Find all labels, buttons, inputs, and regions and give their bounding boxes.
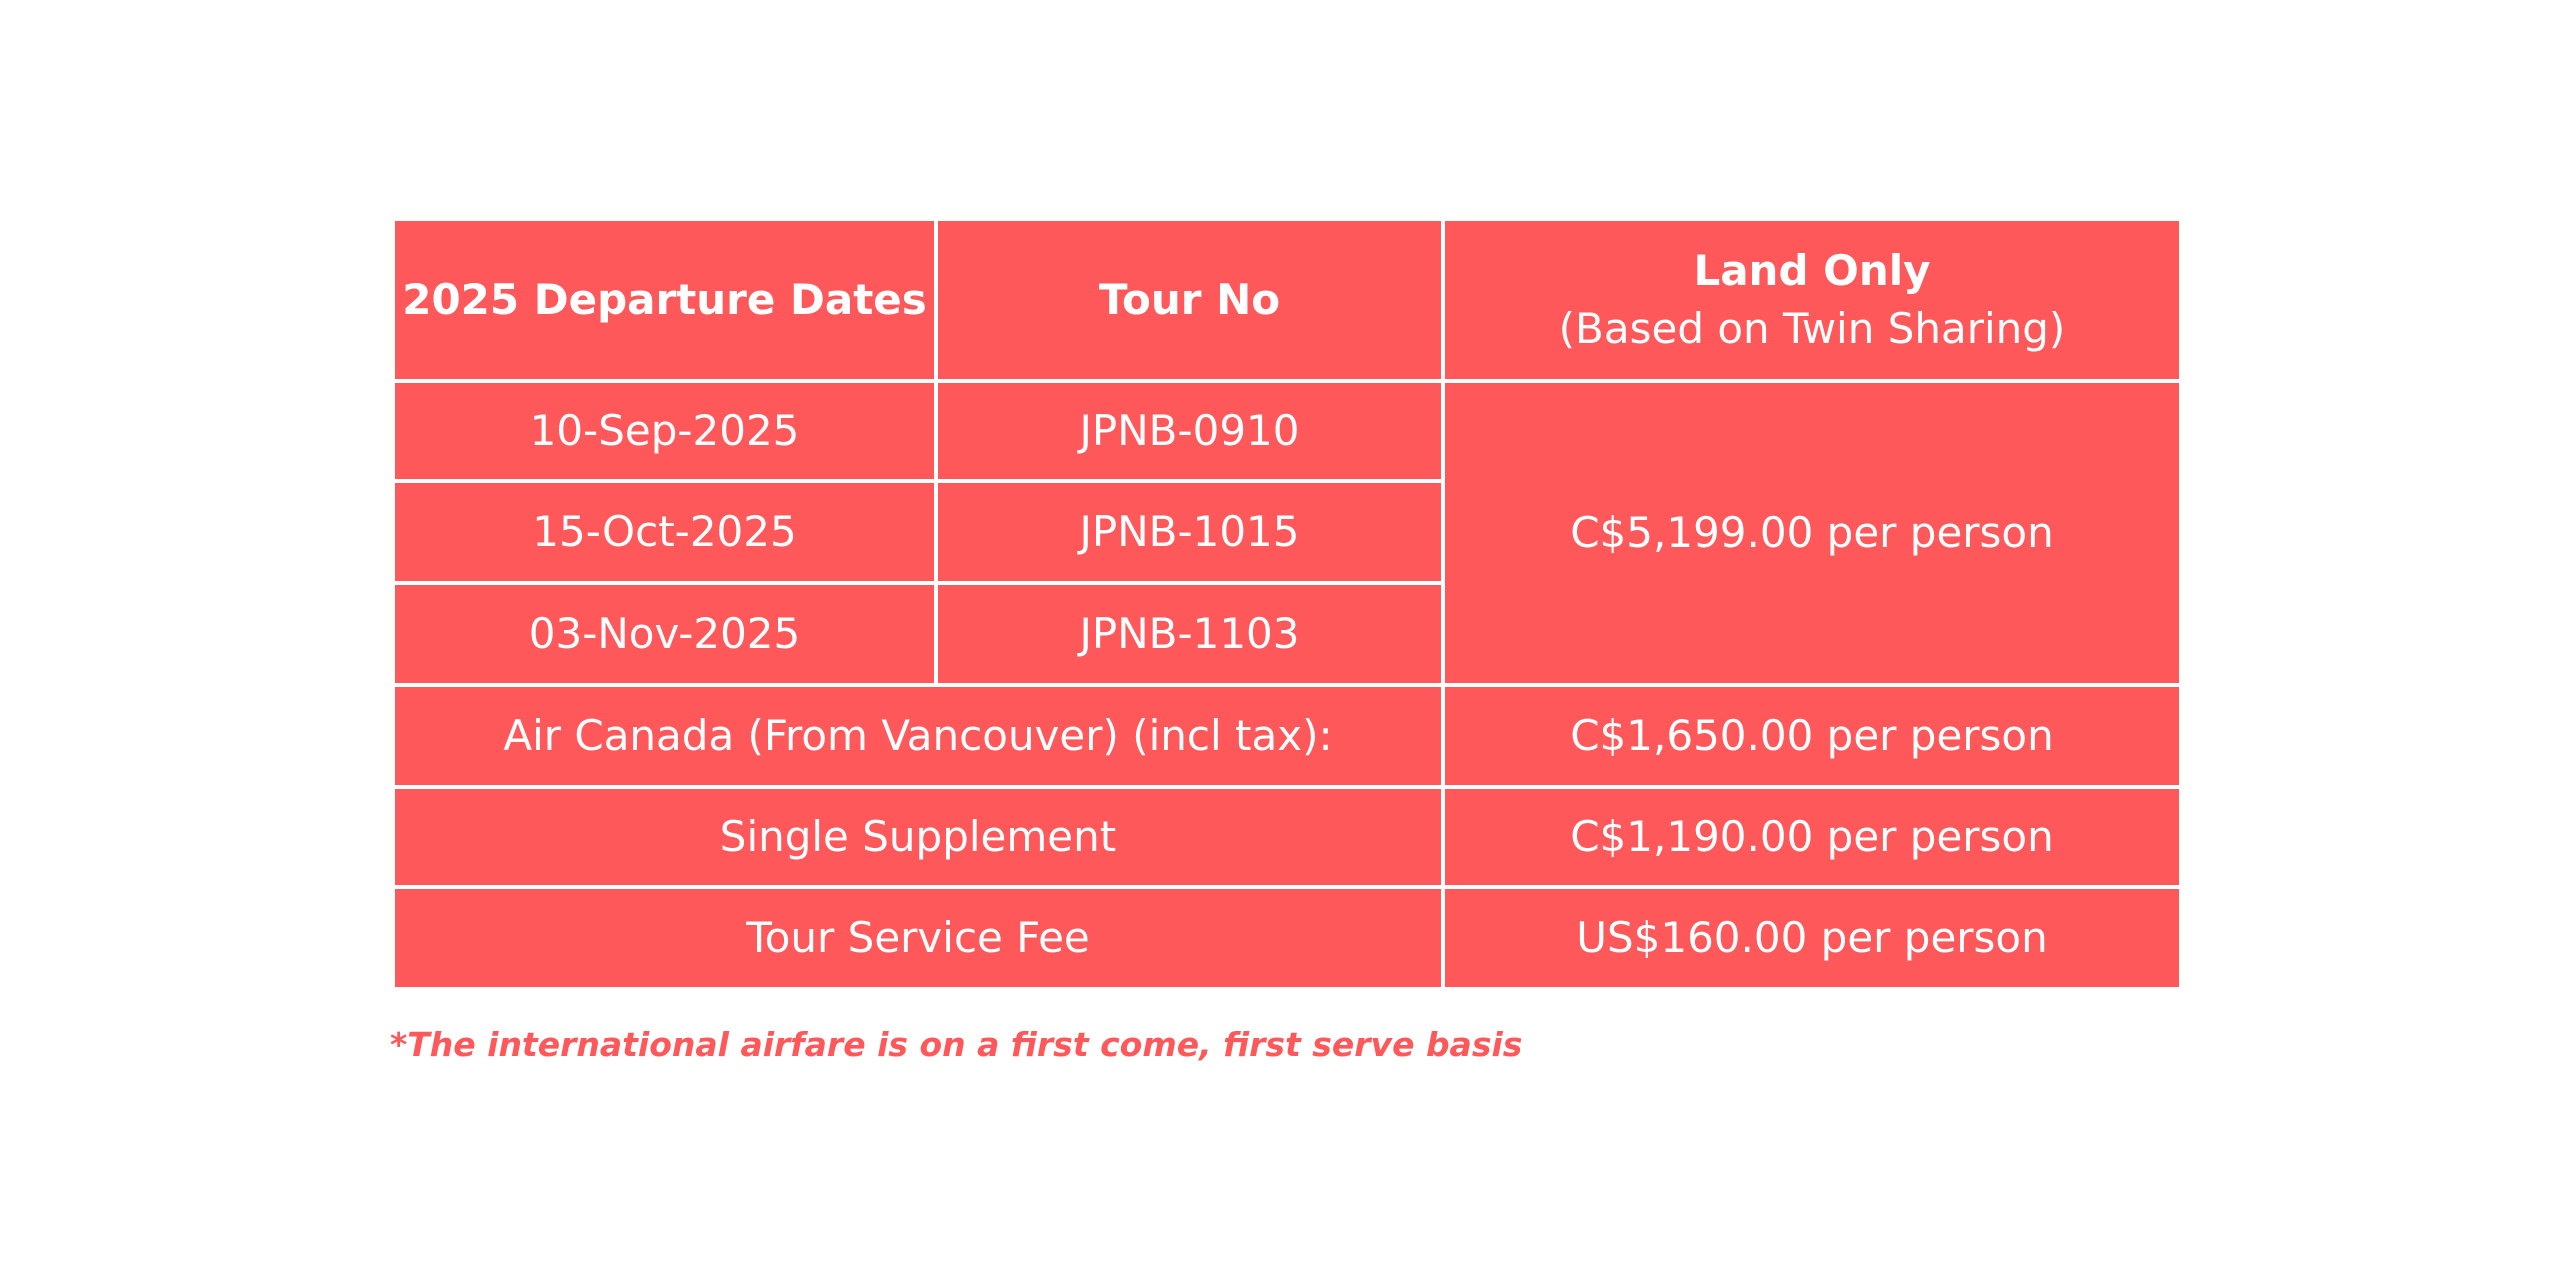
extra-price-tour-service-fee: US$160.00 per person [1441,885,2183,991]
tour-number: JPNB-0910 [934,379,1445,483]
header-departure-dates: 2025 Departure Dates [391,217,938,383]
extra-label-air-canada: Air Canada (From Vancouver) (incl tax): [391,683,1445,789]
header-land-only-title: Land Only [1693,246,1931,295]
header-land-only-subtitle: (Based on Twin Sharing) [1558,304,2066,353]
table-row: 15-Oct-2025 JPNB-1015 [391,479,2181,585]
extra-label-tour-service-fee: Tour Service Fee [391,885,1445,991]
table-row: Single Supplement C$1,190.00 per person [391,785,2183,889]
tour-price-table: 2025 Departure Dates Tour No Land Only (… [391,217,2183,991]
table-row: Tour Service Fee US$160.00 per person [391,885,2183,991]
table-row: Air Canada (From Vancouver) (incl tax): … [391,683,2183,789]
departure-date: 15-Oct-2025 [391,479,938,585]
land-only-price: C$5,199.00 per person [1441,379,2183,687]
extra-price-air-canada: C$1,650.00 per person [1441,683,2183,789]
header-tour-no: Tour No [934,217,1445,383]
departure-date: 03-Nov-2025 [391,581,938,687]
table-row: 10-Sep-2025 JPNB-0910 C$5,199.00 per per… [391,379,2183,687]
table-row: 03-Nov-2025 JPNB-1103 [391,581,2181,687]
extra-price-single-supplement: C$1,190.00 per person [1441,785,2183,889]
tour-number: JPNB-1103 [934,581,1445,687]
table-header-row: 2025 Departure Dates Tour No Land Only (… [391,217,2183,383]
header-land-only: Land Only (Based on Twin Sharing) [1441,217,2183,383]
tour-number: JPNB-1015 [934,479,1445,585]
departure-date: 10-Sep-2025 [391,379,938,483]
airfare-footnote: *The international airfare is on a first… [390,1025,1523,1064]
extra-label-single-supplement: Single Supplement [391,785,1445,889]
